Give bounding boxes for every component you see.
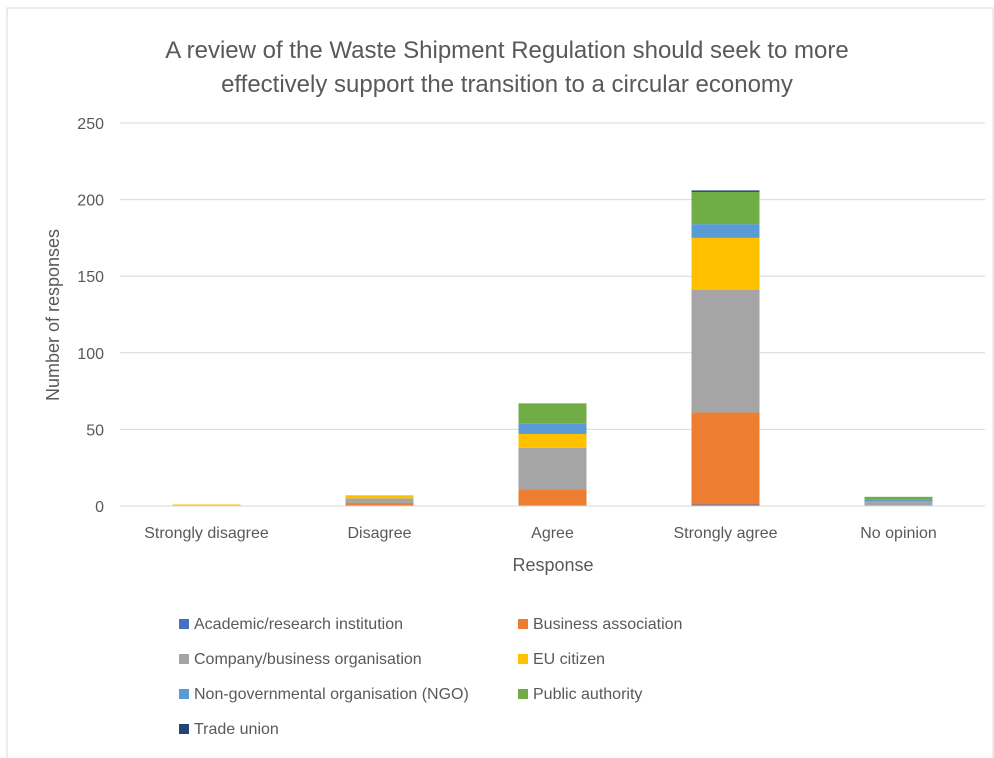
bars bbox=[120, 190, 985, 507]
y-tick-label: 0 bbox=[95, 499, 104, 516]
bar-segment bbox=[864, 499, 933, 502]
bar-segment bbox=[691, 237, 760, 290]
legend-swatch bbox=[518, 689, 528, 699]
legend-label: Academic/research institution bbox=[194, 616, 403, 633]
bar-segment bbox=[345, 495, 414, 499]
legend-swatch bbox=[179, 619, 189, 629]
x-tick-label: Strongly agree bbox=[673, 525, 777, 542]
bar-segment bbox=[691, 190, 760, 192]
x-axis-title: Response bbox=[512, 555, 593, 575]
y-axis-title: Number of responses bbox=[43, 229, 63, 401]
legend-swatch bbox=[518, 619, 528, 629]
bar-segment bbox=[864, 501, 933, 506]
bar-segment bbox=[691, 504, 760, 506]
bar-segment bbox=[345, 502, 414, 506]
chart-frame bbox=[6, 7, 994, 758]
chart-title-line-2: effectively support the transition to a … bbox=[221, 71, 793, 98]
x-tick-label: Strongly disagree bbox=[144, 525, 269, 542]
bar-segment bbox=[691, 289, 760, 413]
y-tick-label: 150 bbox=[77, 269, 104, 286]
bar-segment bbox=[518, 403, 587, 424]
y-tick-label: 100 bbox=[77, 346, 104, 363]
legend-swatch bbox=[179, 724, 189, 734]
legend-label: Trade union bbox=[194, 721, 279, 738]
y-tick-label: 250 bbox=[77, 116, 104, 133]
x-tick-label: Disagree bbox=[347, 525, 411, 542]
legend-swatch bbox=[179, 689, 189, 699]
bar-segment bbox=[345, 498, 414, 503]
legend-label: Business association bbox=[533, 616, 682, 633]
bar-segment bbox=[691, 224, 760, 238]
y-tick-label: 200 bbox=[77, 193, 104, 210]
y-tick-label: 50 bbox=[86, 422, 104, 439]
bar-segment bbox=[864, 496, 933, 500]
legend: Academic/research institution Business as… bbox=[179, 616, 682, 738]
bar-segment bbox=[691, 191, 760, 225]
bar-segment bbox=[518, 489, 587, 506]
bar-segment bbox=[172, 504, 241, 506]
bar-segment bbox=[518, 433, 587, 448]
bar-segment bbox=[518, 423, 587, 434]
y-axis-ticks: 0 50 100 150 200 250 bbox=[77, 116, 104, 516]
legend-label: Public authority bbox=[533, 686, 642, 703]
bar-segment bbox=[518, 447, 587, 490]
legend-swatch bbox=[179, 654, 189, 664]
legend-label: Company/business organisation bbox=[194, 651, 422, 668]
legend-label: EU citizen bbox=[533, 651, 605, 668]
bar-segment bbox=[691, 412, 760, 505]
x-tick-label: Agree bbox=[531, 525, 574, 542]
legend-swatch bbox=[518, 654, 528, 664]
chart-title-line-1: A review of the Waste Shipment Regulatio… bbox=[165, 37, 848, 64]
x-axis-ticks: Strongly disagree Disagree Agree Strongly a… bbox=[144, 525, 937, 542]
x-tick-label: No opinion bbox=[860, 525, 937, 542]
legend-label: Non-governmental organisation (NGO) bbox=[194, 686, 469, 703]
